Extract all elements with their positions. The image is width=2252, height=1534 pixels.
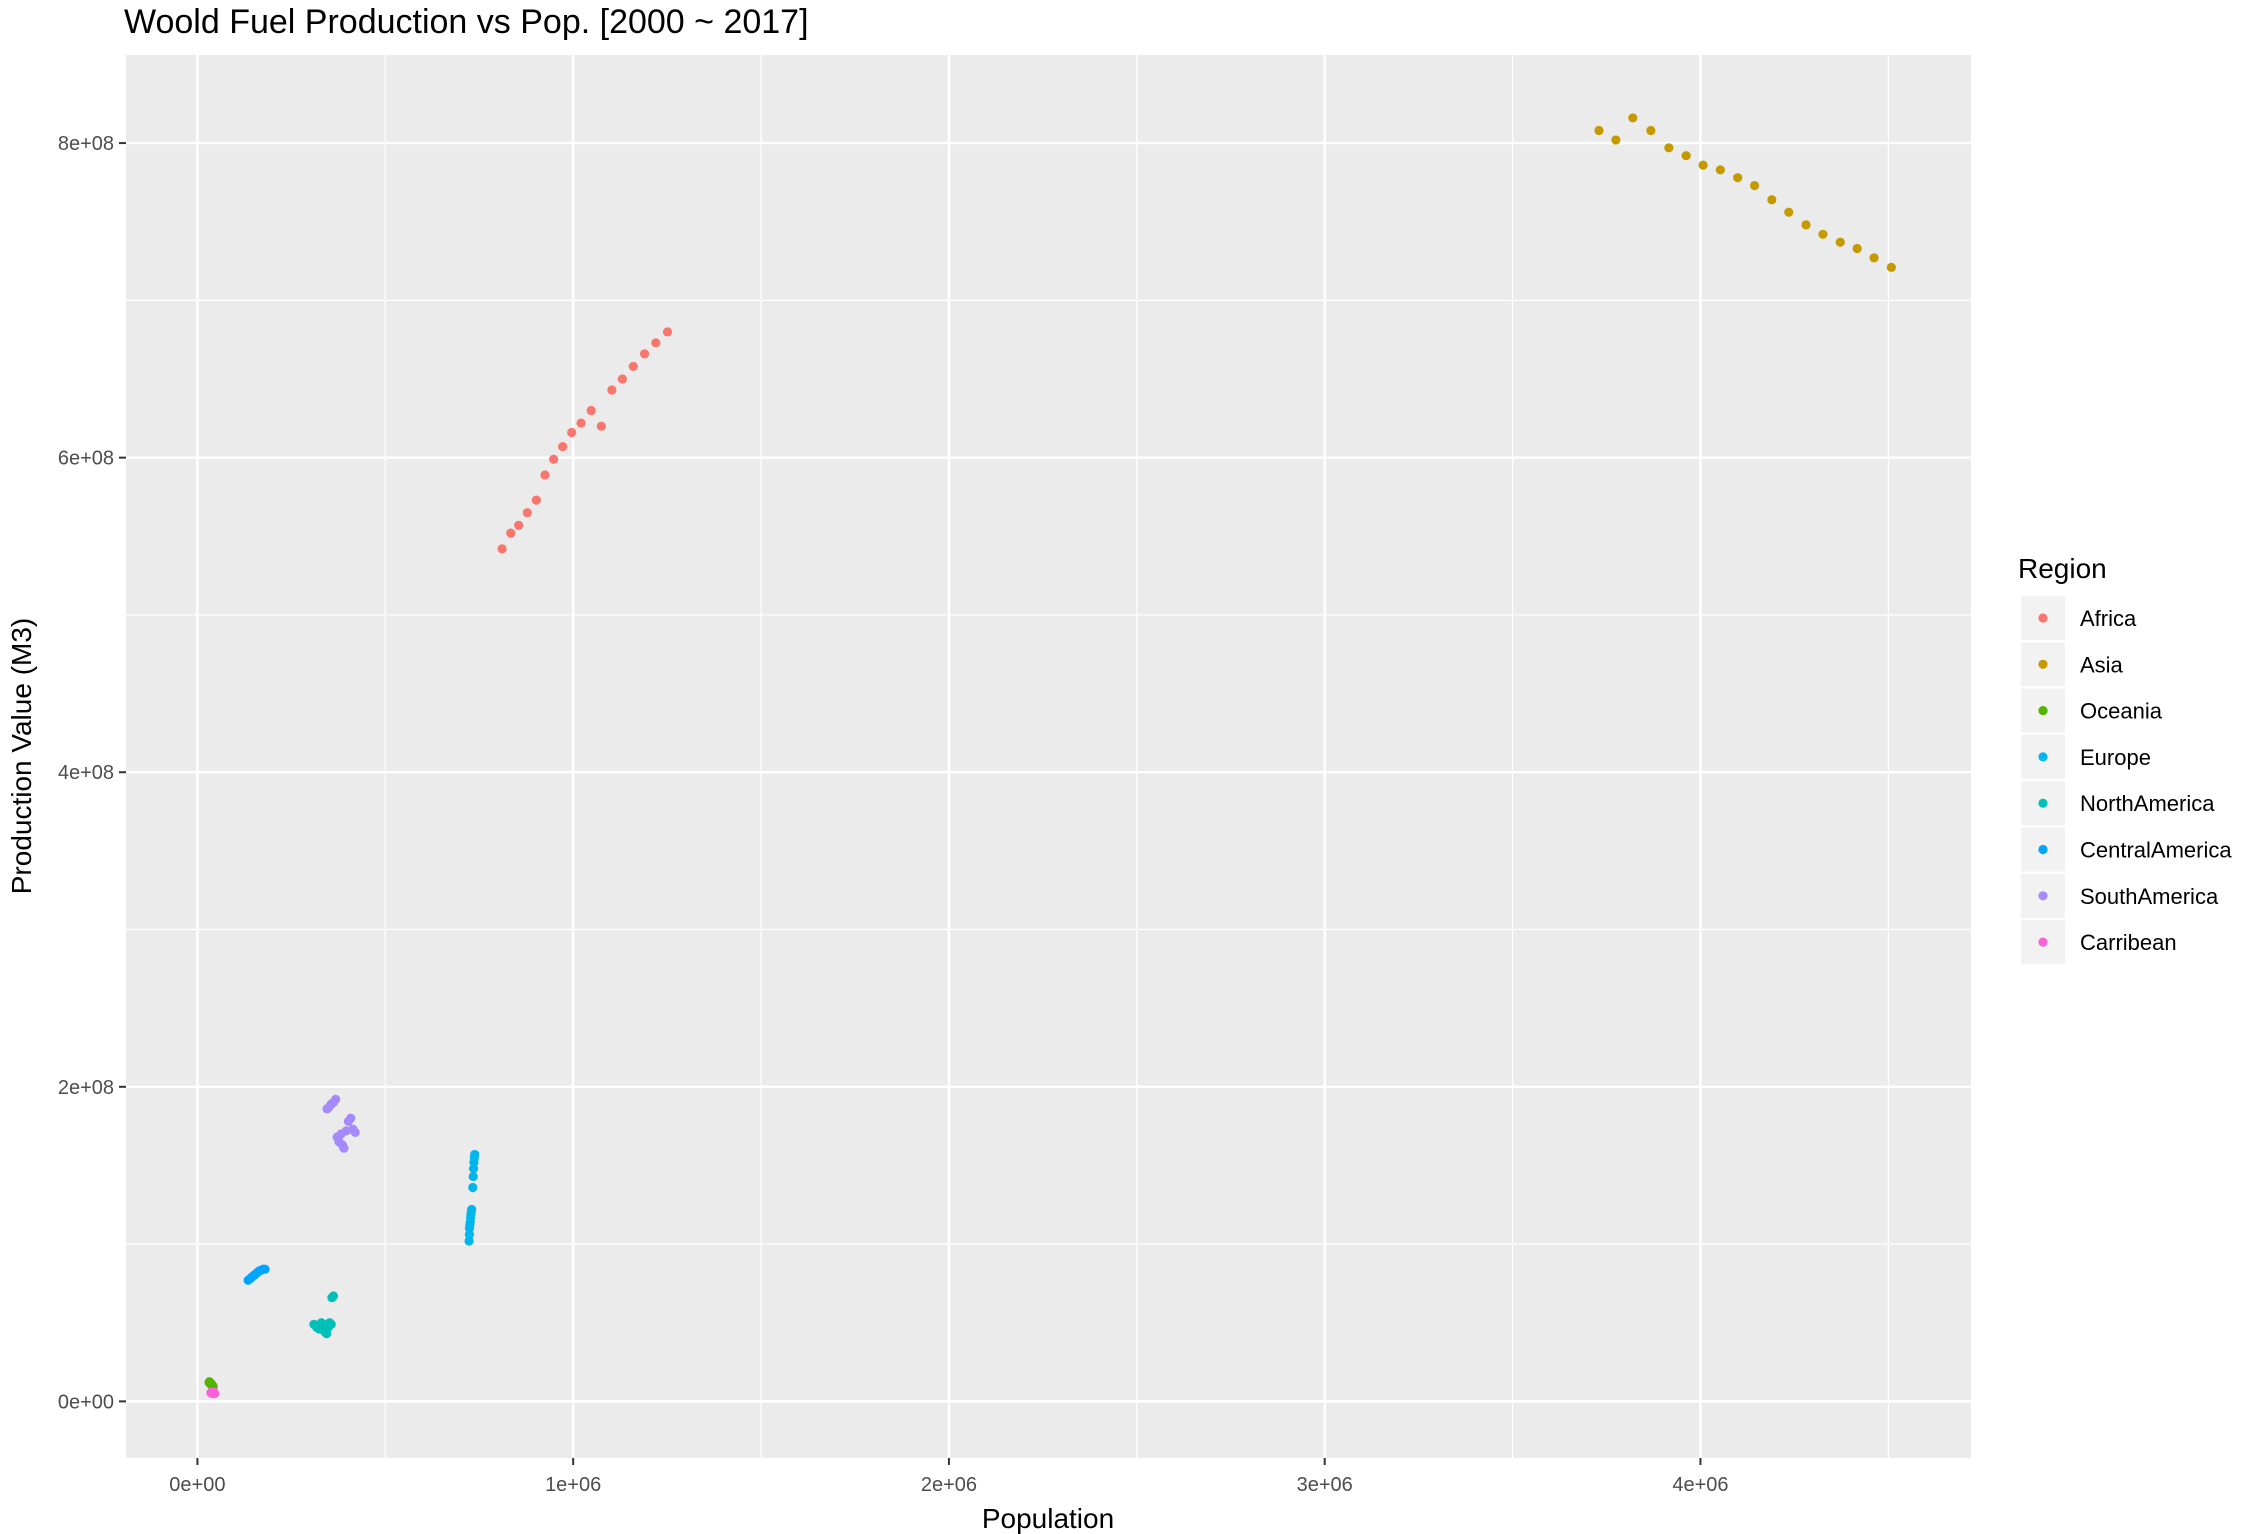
point-southamerica [350,1127,360,1138]
legend-label-europe: Europe [2080,745,2151,770]
point-asia [1869,253,1879,263]
legend-label-southamerica: SouthAmerica [2080,884,2219,909]
y-tick-label: 0e+00 [58,1391,114,1413]
x-tick-label: 0e+00 [169,1474,225,1496]
point-asia [1749,180,1760,191]
legend-marker-centralamerica [2038,844,2048,855]
x-tick-label: 3e+06 [1297,1474,1353,1496]
legend: Region Africa Asia Oceania Europe NorthAmeri… [2018,553,2232,965]
point-centralamerica [260,1264,270,1274]
point-asia [1835,237,1845,247]
point-asia [1681,151,1691,161]
point-europe [468,1182,478,1193]
legend-label-asia: Asia [2080,652,2124,677]
point-africa [531,495,541,505]
data-points [204,113,1896,1399]
x-tick-label: 4e+06 [1672,1474,1728,1496]
plot-panel [126,55,1971,1458]
legend-items: Africa Asia Oceania Europe NorthAmerica Centr… [2021,596,2232,965]
point-europe [464,1230,475,1240]
point-asia [1852,243,1862,254]
point-africa [497,544,507,554]
legend-label-africa: Africa [2080,606,2137,631]
point-southamerica [346,1113,356,1123]
legend-label-northamerica: NorthAmerica [2080,791,2215,816]
y-tick-label: 6e+08 [58,448,114,470]
point-asia [1886,262,1896,272]
point-asia [1784,207,1794,217]
point-africa [639,349,650,359]
point-southamerica [339,1143,349,1153]
x-tick-label: 1e+06 [545,1474,601,1496]
point-africa [651,338,661,348]
point-africa [662,327,673,337]
point-asia [1698,160,1708,170]
legend-label-oceania: Oceania [2080,699,2163,724]
point-africa [596,421,606,431]
major-gridlines [126,55,1971,1458]
y-tick-label: 8e+08 [58,133,114,155]
x-tick-label: 2e+06 [921,1474,977,1496]
chart-title: Woold Fuel Production vs Pop. [2000 ~ 20… [124,3,809,41]
legend-marker-asia [2038,659,2048,669]
point-europe [468,1171,478,1182]
point-africa [617,374,627,384]
legend-marker-africa [2038,613,2048,623]
point-southamerica [331,1094,341,1104]
point-asia [1594,125,1604,136]
point-africa [567,427,577,438]
point-asia [1664,143,1674,153]
point-asia [1733,173,1743,183]
x-axis: 0e+00 1e+06 2e+06 3e+06 4e+06 [169,1458,1729,1496]
point-africa [522,508,532,518]
point-africa [549,454,559,464]
point-africa [540,470,550,480]
y-tick-label: 4e+08 [58,762,114,784]
point-africa [506,528,516,538]
point-europe [470,1149,480,1160]
point-carribean [210,1388,220,1399]
point-africa [514,520,524,530]
y-axis-title: Production Value (M3) [6,618,37,895]
legend-marker-carribean [2038,937,2048,947]
point-asia [1646,125,1656,136]
x-axis-title: Population [982,1503,1114,1534]
legend-marker-oceania [2038,706,2048,716]
y-axis: 0e+00 2e+08 4e+08 6e+08 8e+08 [58,133,126,1413]
point-africa [576,418,586,428]
legend-marker-southamerica [2038,891,2048,901]
y-tick-label: 2e+08 [58,1077,114,1099]
point-asia [1611,135,1621,145]
point-asia [1628,113,1638,123]
minor-gridlines [126,55,1971,1458]
point-africa [628,361,638,372]
legend-label-centralamerica: CentralAmerica [2080,838,2232,863]
point-asia [1715,165,1725,175]
point-africa [558,442,568,452]
point-africa [607,385,617,395]
legend-title: Region [2018,553,2107,584]
legend-marker-northamerica [2038,798,2048,808]
point-asia [1818,229,1828,239]
point-europe [467,1204,477,1215]
point-northamerica [326,1319,336,1329]
point-northamerica [328,1291,339,1301]
point-asia [1767,195,1777,205]
point-asia [1801,220,1811,230]
legend-marker-europe [2038,752,2048,762]
legend-label-carribean: Carribean [2080,930,2177,955]
point-africa [586,405,596,416]
